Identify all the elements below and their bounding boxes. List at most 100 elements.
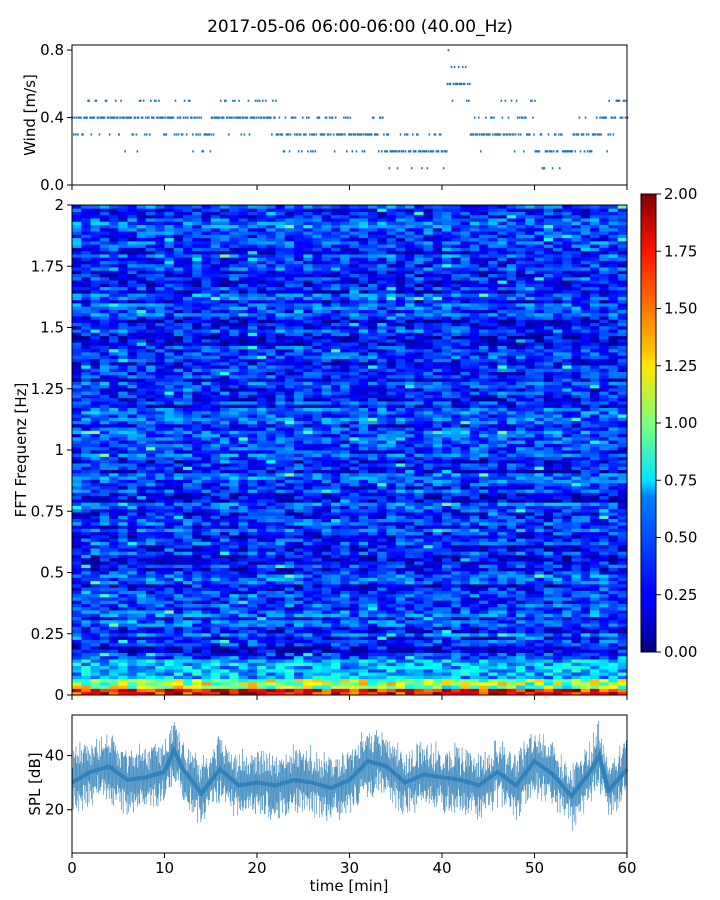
spectrogram-cell	[414, 512, 425, 516]
spectrogram-cell	[553, 567, 563, 572]
wind-point	[619, 116, 622, 119]
wind-point	[438, 133, 441, 136]
spectrogram-cell	[192, 639, 203, 644]
spectrogram-cell	[349, 606, 360, 611]
spectrogram-cell	[331, 603, 341, 608]
wind-point	[293, 133, 296, 136]
spectrogram-cell	[210, 528, 221, 533]
spectrogram-cell	[516, 646, 526, 650]
spectrogram-cell	[497, 502, 508, 506]
spectrogram-cell	[72, 469, 82, 474]
spectrogram-cell	[247, 574, 258, 578]
spectrogram-cell	[275, 623, 286, 627]
spectrogram-cell	[340, 502, 351, 506]
spectrogram-cell	[479, 534, 489, 539]
wind-y-ticks: 0.00.40.8	[40, 41, 72, 194]
spectrogram-cell	[395, 469, 406, 474]
wind-point	[413, 150, 416, 153]
spectrogram-cell	[608, 613, 619, 617]
spectrogram-cell	[525, 541, 536, 546]
spectrogram-cell	[331, 587, 341, 591]
wind-point	[301, 116, 304, 119]
spectrogram-cell	[571, 587, 582, 591]
spectrogram-cell	[146, 665, 156, 670]
spectrogram-cell	[72, 561, 82, 565]
spectrogram-cell	[377, 678, 388, 683]
spectrogram-cell	[275, 472, 286, 477]
spectrogram-cell	[553, 570, 563, 575]
spectrogram-cell	[136, 603, 147, 608]
spectrogram-cell	[516, 505, 526, 510]
spectrogram-cell	[164, 655, 175, 660]
spectrogram-cell	[460, 619, 471, 624]
wind-point	[115, 116, 118, 119]
spectrogram-cell	[238, 685, 249, 689]
spectrogram-cell	[506, 528, 517, 533]
wind-point	[368, 133, 371, 136]
spectrogram-cell	[358, 456, 369, 461]
spectrogram-cell	[275, 593, 286, 598]
spectrogram-cell	[516, 619, 526, 624]
spectrogram-cell	[469, 485, 480, 490]
spectrogram-cell	[377, 688, 388, 693]
spectrogram-cell	[488, 652, 499, 657]
spectrogram-cell	[294, 482, 304, 487]
spectrogram-cell	[534, 479, 545, 484]
spectrogram-cell	[497, 675, 508, 680]
spectrogram-cell	[553, 587, 563, 591]
spectrogram-cell	[543, 688, 554, 693]
spectrogram-cell	[349, 482, 360, 487]
spectrogram-cell	[90, 632, 101, 637]
spectrogram-cell	[331, 590, 341, 595]
spectrogram-cell	[238, 623, 249, 627]
wind-point	[132, 133, 135, 136]
wind-point	[471, 133, 474, 136]
spectrogram-cell	[238, 597, 249, 601]
spectrogram-cell	[164, 616, 175, 621]
wind-point	[173, 133, 176, 136]
spectrogram-cell	[164, 577, 175, 582]
spectrogram-cell	[386, 518, 397, 523]
spectrogram-cell	[266, 485, 277, 490]
spectrogram-cell	[109, 453, 119, 457]
spectrogram-cell	[99, 649, 110, 653]
spectrogram-cell	[183, 561, 193, 565]
spectrogram-cell	[599, 649, 610, 653]
spectrogram-cell	[303, 600, 314, 604]
spectrogram-cell	[173, 466, 184, 470]
spectrogram-cell	[377, 521, 388, 526]
spectrogram-cell	[229, 472, 240, 477]
spectrogram-cell	[201, 672, 212, 676]
spectrogram-cell	[349, 518, 360, 523]
spectrogram-cell	[229, 453, 240, 457]
wind-point	[389, 150, 392, 153]
spectrogram-cell	[201, 655, 212, 660]
spectrogram-cell	[423, 525, 434, 529]
spectrogram-cell	[405, 453, 415, 457]
spectrogram-cell	[571, 479, 582, 484]
spectrogram-cell	[562, 476, 573, 480]
wind-point	[118, 133, 120, 136]
spectrogram-cell	[405, 489, 415, 493]
spectrogram-cell	[488, 551, 499, 555]
spectrogram-cell	[238, 646, 249, 650]
spectrogram-cell	[451, 580, 462, 585]
spectrogram-cell	[442, 685, 452, 689]
spectrogram-cell	[192, 544, 203, 549]
spectrogram-cell	[90, 564, 101, 568]
spectrogram-cell	[118, 672, 129, 676]
wind-point	[517, 133, 520, 136]
wind-point	[178, 116, 181, 119]
spectrogram-cell	[349, 508, 360, 513]
spectrogram-cell	[534, 659, 545, 663]
spectrogram-cell	[136, 479, 147, 484]
spectrogram-cell	[303, 531, 314, 536]
spectrogram-cell	[358, 691, 369, 696]
spectrogram-cell	[368, 453, 378, 457]
spectrogram-cell	[118, 649, 129, 653]
wind-point	[577, 133, 580, 136]
spectrogram-cell	[118, 505, 129, 510]
spectrogram-cell	[442, 531, 452, 536]
spectrogram-cell	[358, 574, 369, 578]
spectrogram-cell	[275, 531, 286, 536]
